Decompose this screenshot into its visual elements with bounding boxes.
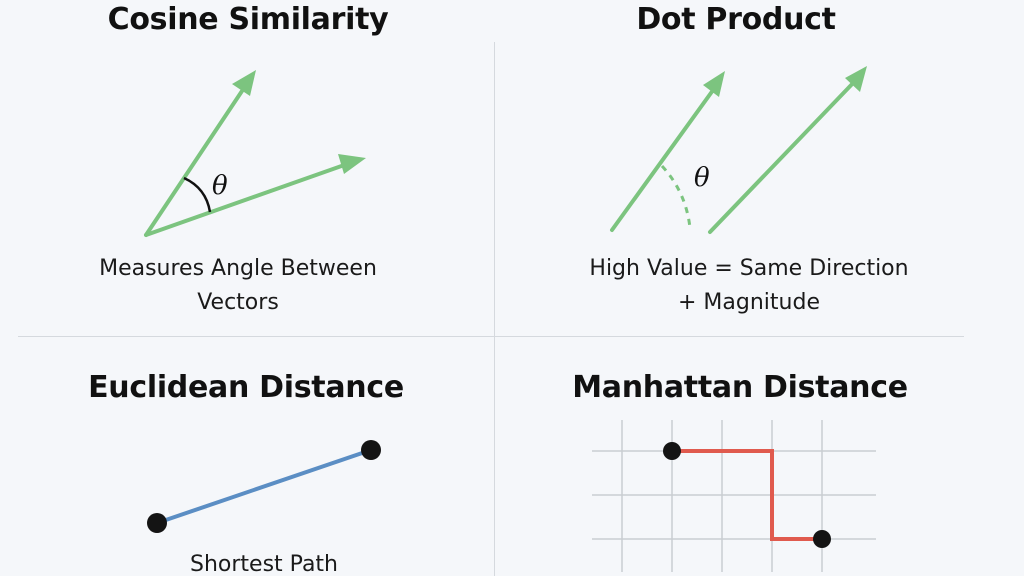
dot-caption: High Value = Same Direction + Magnitude — [589, 252, 908, 320]
euclidean-point-start — [147, 513, 167, 533]
euclidean-point-end — [361, 440, 381, 460]
euclidean-line — [156, 448, 372, 525]
dot-vector-a-arrowhead — [703, 71, 725, 97]
dot-caption-line1: High Value = Same Direction — [589, 256, 909, 281]
euclidean-caption-line1: Shortest Path — [190, 552, 338, 576]
dot-vector-b — [708, 78, 858, 234]
cosine-caption-line2: Vectors — [197, 290, 279, 315]
dot-theta-label: θ — [694, 163, 710, 193]
euclidean-caption: Shortest Path — [190, 548, 338, 576]
dot-vector-b-arrowhead — [845, 66, 867, 92]
manhattan-path — [672, 449, 822, 541]
manhattan-grid — [592, 420, 876, 572]
cosine-caption-line1: Measures Angle Between — [99, 256, 377, 281]
manhattan-point-start — [663, 442, 681, 460]
cosine-vector-a-arrowhead — [232, 70, 256, 96]
cosine-vector-b — [144, 161, 352, 237]
manhattan-title: Manhattan Distance — [572, 370, 908, 405]
cosine-vector-a — [144, 83, 248, 237]
euclidean-title: Euclidean Distance — [88, 370, 404, 405]
dot-angle-arc — [660, 164, 692, 229]
dot-caption-line2: + Magnitude — [678, 290, 820, 315]
cosine-vector-b-arrowhead — [338, 154, 366, 174]
vertical-divider — [494, 42, 495, 576]
euclidean-diagram — [147, 440, 381, 533]
cosine-title: Cosine Similarity — [107, 2, 389, 37]
cosine-angle-arc — [183, 176, 212, 213]
cosine-theta-label: θ — [212, 171, 228, 201]
manhattan-diagram — [592, 420, 876, 572]
horizontal-divider — [18, 336, 964, 337]
dot-vector-a — [610, 84, 718, 232]
dot-product-title: Dot Product — [636, 2, 836, 37]
cosine-diagram: θ — [144, 70, 366, 237]
dot-product-diagram: θ — [610, 66, 867, 234]
cosine-caption: Measures Angle Between Vectors — [99, 252, 377, 320]
manhattan-point-end — [813, 530, 831, 548]
